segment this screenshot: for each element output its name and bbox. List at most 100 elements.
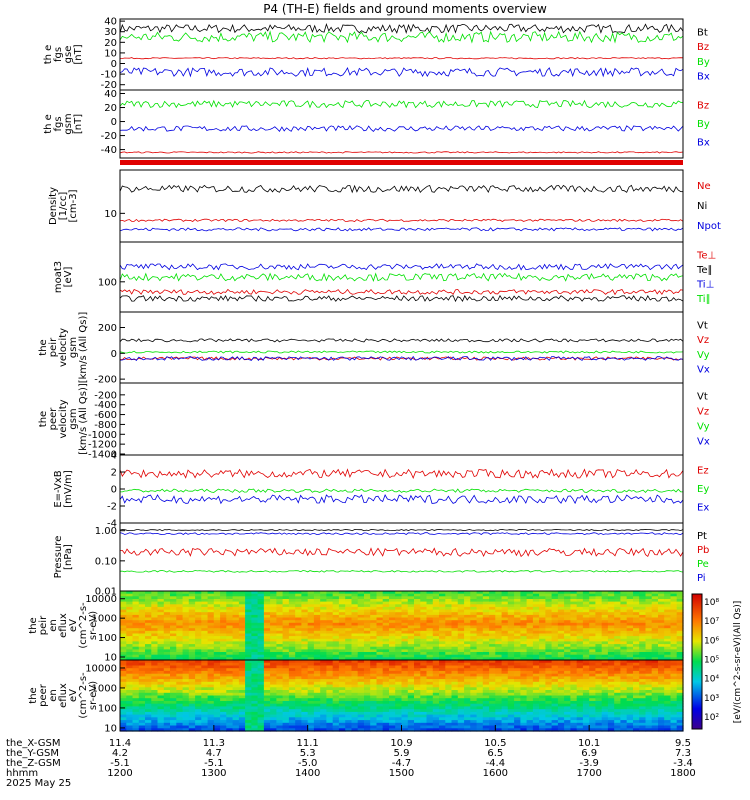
heatmap-cell (257, 709, 265, 713)
heatmap-cell (595, 720, 603, 724)
heatmap-cell (470, 654, 478, 658)
heatmap-cell (176, 662, 184, 666)
heatmap-cell (651, 604, 659, 608)
heatmap-cell (658, 690, 665, 694)
heatmap-cell (445, 646, 453, 650)
heatmap-cell (345, 722, 353, 727)
heatmap-cell (270, 601, 277, 605)
heatmap-cell (614, 614, 622, 619)
heatmap-cell (401, 593, 409, 597)
heatmap-cell (232, 633, 240, 637)
heatmap-cell (470, 668, 478, 672)
heatmap-cell (645, 606, 653, 611)
heatmap-cell (238, 644, 246, 648)
x-tick-value: 6.5 (487, 748, 503, 759)
heatmap-cell (445, 654, 453, 658)
heatmap-cell (439, 606, 446, 611)
heatmap-cell (482, 668, 490, 672)
heatmap-cell (282, 657, 290, 661)
heatmap-cell (457, 636, 465, 640)
heatmap-cell (176, 711, 184, 716)
heatmap-cell (614, 717, 622, 721)
heatmap-cell (245, 617, 252, 621)
heatmap-cell (313, 679, 321, 683)
heatmap-cell (426, 596, 434, 600)
heatmap-cell (226, 606, 234, 611)
heatmap-cell (163, 606, 171, 611)
heatmap-cell (445, 604, 453, 608)
heatmap-cell (338, 609, 346, 613)
heatmap-cell (439, 609, 446, 613)
heatmap-cell (370, 617, 378, 621)
heatmap-cell (188, 601, 196, 605)
heatmap-cell (126, 601, 134, 605)
heatmap-cell (270, 617, 277, 621)
heatmap-cell (364, 628, 371, 632)
heatmap-cell (607, 676, 615, 680)
heatmap-cell (520, 612, 528, 616)
heatmap-cell (376, 722, 384, 727)
heatmap-cell (670, 638, 678, 643)
heatmap-cell (257, 698, 265, 702)
heatmap-cell (557, 695, 565, 699)
heatmap-cell (445, 701, 453, 705)
heatmap-cell (182, 601, 190, 605)
heatmap-cell (482, 687, 490, 691)
heatmap-cell (407, 593, 415, 597)
heatmap-cell (364, 695, 371, 699)
heatmap-cell (176, 601, 184, 605)
heatmap-cell (245, 649, 252, 653)
heatmap-cell (126, 609, 134, 613)
heatmap-cell (426, 593, 434, 597)
heatmap-cell (607, 670, 615, 675)
heatmap-cell (614, 703, 622, 707)
heatmap-cell (345, 649, 353, 653)
heatmap-cell (151, 646, 159, 650)
heatmap-cell (245, 687, 252, 691)
heatmap-cell (245, 657, 252, 661)
heatmap-cell (364, 701, 371, 705)
heatmap-cell (163, 625, 171, 629)
heatmap-cell (426, 706, 434, 710)
heatmap-cell (338, 706, 346, 710)
heatmap-cell (664, 670, 672, 675)
heatmap-cell (288, 703, 296, 707)
heatmap-cell (270, 662, 277, 666)
heatmap-cell (132, 722, 140, 727)
heatmap-cell (676, 633, 684, 637)
heatmap-cell (395, 604, 403, 608)
heatmap-cell (213, 728, 221, 732)
heatmap-cell (364, 593, 371, 597)
heatmap-cell (470, 684, 478, 688)
legend-entry: Ti⊥ (696, 279, 714, 290)
heatmap-cell (195, 690, 202, 694)
heatmap-cell (626, 714, 634, 718)
heatmap-cell (470, 636, 478, 640)
heatmap-cell (176, 612, 184, 616)
heatmap-cell (439, 646, 446, 650)
heatmap-cell (532, 665, 540, 669)
heatmap-cell (539, 654, 546, 658)
heatmap-cell (376, 728, 384, 732)
heatmap-cell (182, 609, 190, 613)
heatmap-cell (126, 641, 134, 645)
heatmap-cell (220, 620, 227, 624)
heatmap-cell (213, 652, 221, 656)
heatmap-cell (507, 701, 515, 705)
heatmap-cell (395, 638, 403, 643)
heatmap-cell (332, 714, 340, 718)
y-tick-label: 20 (104, 103, 117, 114)
heatmap-cell (226, 711, 234, 716)
heatmap-cell (257, 657, 265, 661)
heatmap-cell (163, 692, 171, 697)
heatmap-cell (176, 706, 184, 710)
heatmap-cell (270, 725, 277, 729)
heatmap-cell (507, 638, 515, 643)
heatmap-cell (307, 665, 315, 669)
heatmap-cell (526, 687, 534, 691)
heatmap-cell (451, 622, 459, 627)
heatmap-cell (420, 709, 428, 713)
heatmap-cell (564, 698, 571, 702)
heatmap-cell (351, 722, 359, 727)
heatmap-cell (664, 684, 672, 688)
